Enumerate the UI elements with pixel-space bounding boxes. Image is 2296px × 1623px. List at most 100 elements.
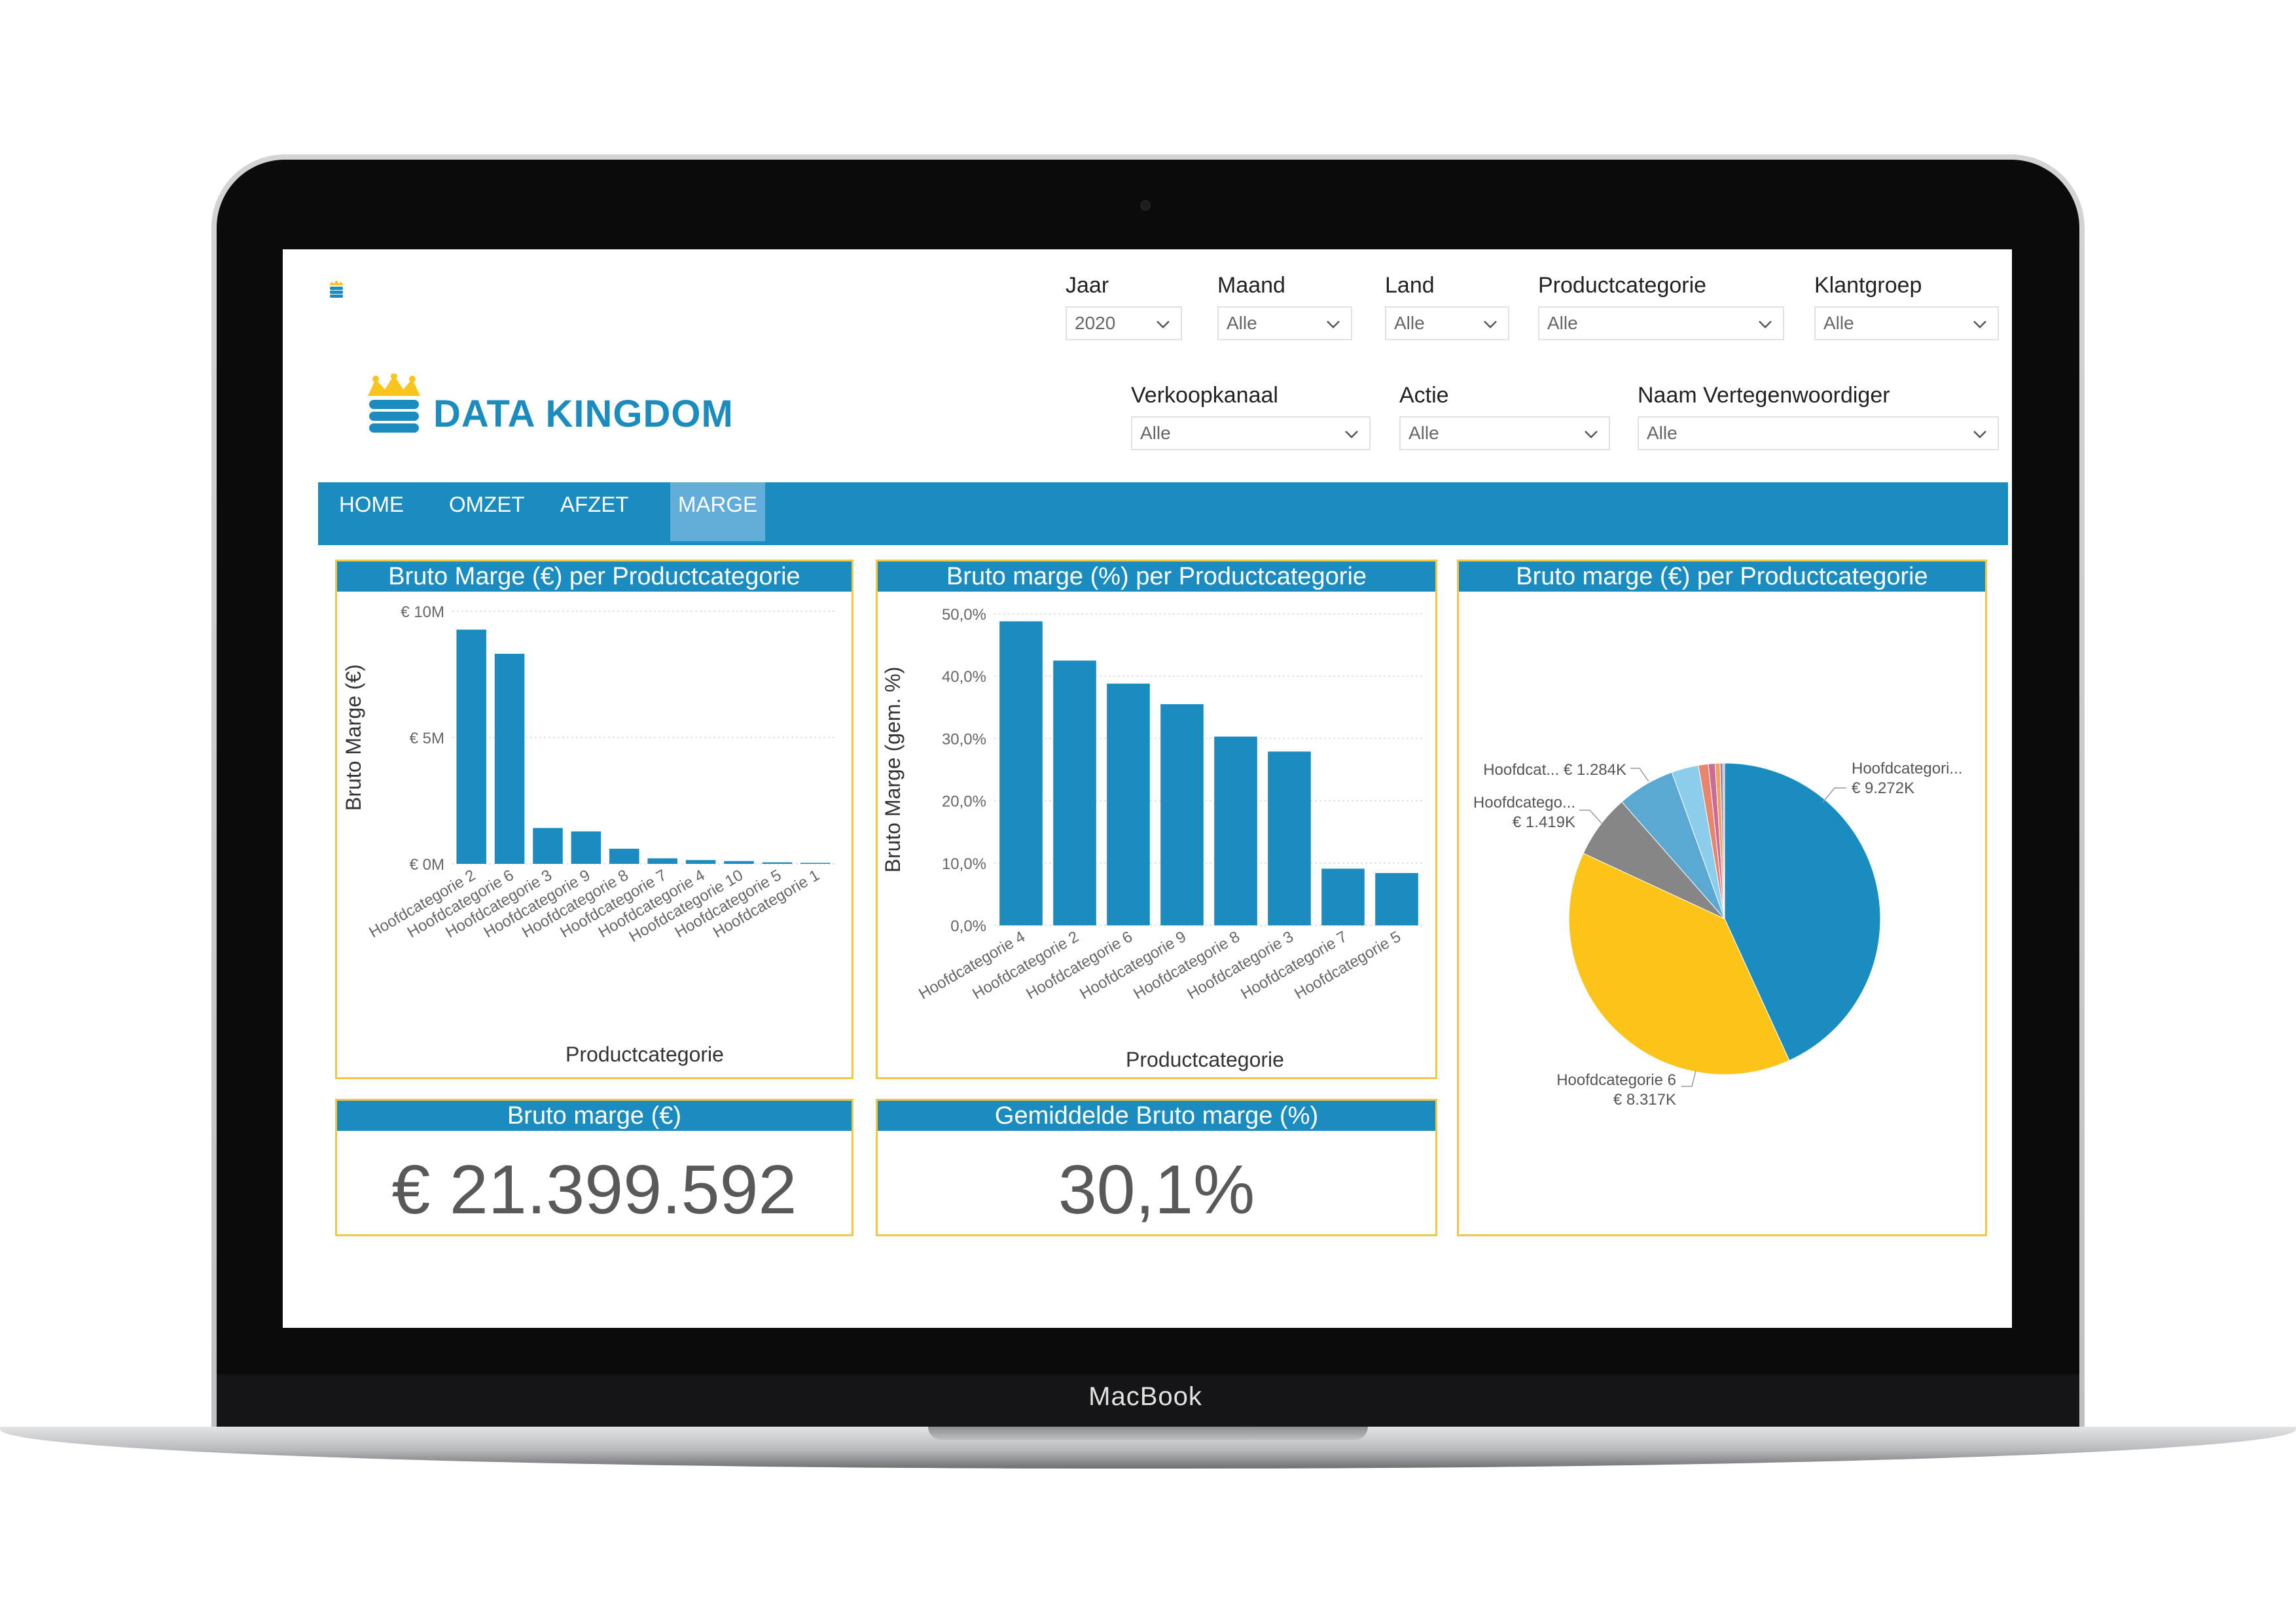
y-tick-label: € 10M — [401, 603, 444, 621]
nav-home[interactable]: HOME — [339, 492, 404, 516]
productcategorie-dropdown[interactable]: Alle — [1538, 306, 1784, 340]
chart-title: Bruto Marge (€) per Productcategorie — [337, 562, 852, 592]
slicer-label: Maand — [1217, 273, 1285, 298]
bar — [609, 848, 639, 864]
bar — [1053, 660, 1096, 925]
bar — [1375, 873, 1418, 925]
pie-slice — [1722, 762, 1725, 919]
maand-dropdown[interactable]: Alle — [1217, 306, 1352, 340]
pie-label: Hoofdcategori... — [1852, 760, 1962, 777]
slicer-verkoopkanaal: Verkoopkanaal Alle — [1131, 383, 1371, 450]
y-tick-label: € 5M — [410, 730, 444, 747]
kpi-title: Gemiddelde Bruto marge (%) — [878, 1101, 1435, 1131]
x-axis-title: Productcategorie — [1126, 1048, 1284, 1071]
dropdown-value: Alle — [1140, 423, 1171, 443]
y-tick-label: 50,0% — [942, 606, 986, 624]
slicer-label: Land — [1385, 273, 1435, 298]
leader-line — [1630, 768, 1649, 782]
verkoopkanaal-dropdown[interactable]: Alle — [1131, 416, 1371, 450]
pie-slice — [1724, 762, 1881, 1061]
webcam-icon — [1140, 200, 1151, 211]
nav-afzet[interactable]: AFZET — [560, 492, 629, 516]
land-dropdown[interactable]: Alle — [1385, 306, 1509, 340]
bar — [1214, 736, 1257, 925]
y-axis-title: Bruto Marge (gem. %) — [881, 667, 905, 873]
leader-line — [1579, 810, 1602, 824]
jaar-dropdown[interactable]: 2020 — [1066, 306, 1182, 340]
y-tick-label: € 0M — [410, 856, 444, 874]
slicer-land: Land Alle — [1385, 273, 1509, 340]
slicer-label: Klantgroep — [1814, 273, 1922, 298]
pie-chart-panel: Bruto marge (€) per Productcategorie Hoo… — [1457, 560, 1987, 1236]
chevron-down-icon — [1973, 321, 1986, 329]
bar — [571, 831, 601, 864]
bar — [999, 621, 1043, 925]
leader-line — [1822, 787, 1846, 803]
y-tick-label: 0,0% — [950, 918, 986, 935]
crown-database-icon — [329, 280, 344, 298]
brand-logo-icon — [368, 374, 420, 433]
kpi-gem-bruto-marge-card: Gemiddelde Bruto marge (%) 30,1% — [876, 1099, 1437, 1236]
slicer-jaar: Jaar 2020 — [1066, 273, 1182, 340]
device-label: MacBook — [1088, 1382, 1202, 1411]
dropdown-value: Alle — [1547, 313, 1578, 333]
nav-bar: HOME OMZET AFZET MARGE — [318, 482, 2008, 545]
bar — [724, 861, 754, 864]
bottom-bezel — [217, 1374, 2079, 1427]
pie-chart: Hoofdcategori... € 9.272K Hoofdcategorie 6… — [1473, 760, 1963, 1109]
y-tick-label: 10,0% — [942, 855, 986, 873]
bar — [533, 828, 563, 864]
bar — [456, 630, 486, 864]
brand-name: DATA KINGDOM — [433, 393, 734, 435]
pie-label: € 8.317K — [1613, 1091, 1676, 1109]
y-axis-title: Bruto Marge (€) — [342, 664, 365, 811]
kpi-title: Bruto marge (€) — [337, 1101, 852, 1131]
chevron-down-icon — [1327, 321, 1340, 329]
y-tick-label: 20,0% — [942, 793, 986, 811]
pie-label: Hoofdcatego... — [1473, 794, 1575, 812]
bar-chart-abs-panel: Bruto Marge (€) per Productcategorie € 0… — [335, 560, 853, 1079]
bar — [685, 860, 716, 864]
bar — [1107, 683, 1150, 925]
bar-chart-pct-panel: Bruto marge (%) per Productcategorie 0,0… — [876, 560, 1437, 1079]
slicer-label: Verkoopkanaal — [1131, 383, 1278, 408]
slicer-label: Jaar — [1066, 273, 1109, 298]
slicer-maand: Maand Alle — [1217, 273, 1352, 340]
nav-omzet[interactable]: OMZET — [449, 492, 525, 516]
y-tick-label: 40,0% — [942, 668, 986, 686]
bar — [800, 863, 831, 864]
slicer-label: Naam Vertegenwoordiger — [1638, 383, 1890, 408]
kpi-value: € 21.399.592 — [391, 1151, 797, 1228]
chevron-down-icon — [1973, 431, 1986, 438]
pie-label: € 9.272K — [1852, 779, 1914, 797]
slicer-vertegenwoordiger: Naam Vertegenwoordiger Alle — [1638, 383, 1999, 450]
leader-line — [1681, 1070, 1696, 1087]
actie-dropdown[interactable]: Alle — [1399, 416, 1610, 450]
vertegenwoordiger-dropdown[interactable]: Alle — [1638, 416, 1999, 450]
klantgroep-dropdown[interactable]: Alle — [1814, 306, 1999, 340]
chevron-down-icon — [1585, 431, 1598, 438]
slicer-productcategorie: Productcategorie Alle — [1538, 273, 1784, 340]
laptop-notch — [928, 1427, 1368, 1440]
chevron-down-icon — [1345, 431, 1358, 438]
slicer-actie: Actie Alle — [1399, 383, 1610, 450]
chevron-down-icon — [1759, 321, 1772, 329]
bar — [647, 858, 677, 864]
dashboard-screen: DATA KINGDOM Jaar 2020 Maand Alle Land A… — [283, 249, 2012, 1328]
pie-label: Hoofdcategorie 6 — [1556, 1071, 1676, 1089]
slicer-label: Productcategorie — [1538, 273, 1707, 298]
pie-label: Hoofdcat... € 1.284K — [1483, 761, 1626, 779]
bar — [1160, 704, 1204, 925]
bar — [1268, 751, 1311, 925]
dropdown-value: Alle — [1227, 313, 1257, 333]
pie-label: € 1.419K — [1513, 813, 1575, 831]
dropdown-value: Alle — [1647, 423, 1677, 443]
nav-marge[interactable]: MARGE — [670, 482, 766, 541]
chevron-down-icon — [1157, 321, 1170, 329]
dropdown-value: Alle — [1408, 423, 1439, 443]
slicer-label: Actie — [1399, 383, 1449, 408]
chevron-down-icon — [1484, 321, 1497, 329]
dropdown-value: Alle — [1394, 313, 1425, 333]
dropdown-value: Alle — [1823, 313, 1854, 333]
bar — [494, 653, 525, 864]
